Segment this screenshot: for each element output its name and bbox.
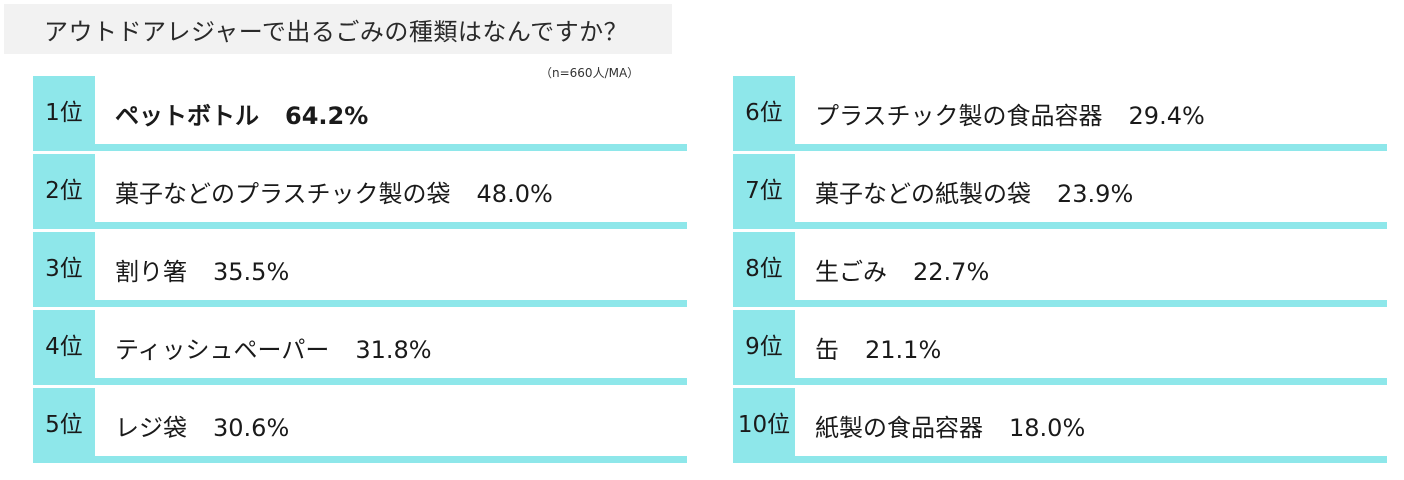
rank-label: 4位 <box>33 310 95 378</box>
item-label: 菓子などのプラスチック製の袋 <box>115 180 451 208</box>
item-label: 缶 <box>815 336 839 364</box>
row-underline <box>33 222 687 229</box>
item-text: 生ごみ 22.7% <box>815 252 989 287</box>
item-percentage: 29.4% <box>1128 102 1205 130</box>
item-percentage: 64.2% <box>285 102 369 130</box>
rank-label: 2位 <box>33 154 95 222</box>
ranking-column-left: 1位 ペットボトル 64.2% 2位 菓子などのプラスチック製の袋 48.0% 3位 割り箸 3… <box>33 76 687 466</box>
item-percentage: 35.5% <box>213 258 290 286</box>
question-title: アウトドアレジャーで出るごみの種類はなんですか？ <box>44 17 629 46</box>
item-percentage: 23.9% <box>1057 180 1134 208</box>
ranking-row: 10位 紙製の食品容器 18.0% <box>733 388 1387 466</box>
row-underline <box>733 300 1387 307</box>
rank-label: 1位 <box>33 76 95 144</box>
item-percentage: 48.0% <box>476 180 553 208</box>
item-label: 紙製の食品容器 <box>815 414 983 442</box>
rank-label: 9位 <box>733 310 795 378</box>
rank-label: 10位 <box>733 388 795 456</box>
item-label: ティッシュペーパー <box>115 336 330 364</box>
ranking-row: 7位 菓子などの紙製の袋 23.9% <box>733 154 1387 232</box>
item-percentage: 30.6% <box>213 414 290 442</box>
rank-label: 3位 <box>33 232 95 300</box>
sample-size-note: （n=660人/MA） <box>540 66 640 80</box>
rank-label: 6位 <box>733 76 795 144</box>
item-percentage: 31.8% <box>355 336 432 364</box>
rank-label: 8位 <box>733 232 795 300</box>
item-text: ティッシュペーパー 31.8% <box>115 330 432 365</box>
ranking-row: 2位 菓子などのプラスチック製の袋 48.0% <box>33 154 687 232</box>
item-label: ペットボトル <box>115 102 259 130</box>
item-percentage: 22.7% <box>913 258 990 286</box>
item-text: 菓子などの紙製の袋 23.9% <box>815 174 1133 209</box>
row-underline <box>33 456 687 463</box>
rank-label: 7位 <box>733 154 795 222</box>
item-percentage: 21.1% <box>865 336 942 364</box>
item-text: 缶 21.1% <box>815 330 941 365</box>
row-underline <box>33 300 687 307</box>
item-text: 紙製の食品容器 18.0% <box>815 408 1085 443</box>
ranking-row: 8位 生ごみ 22.7% <box>733 232 1387 310</box>
row-underline <box>733 378 1387 385</box>
rank-label: 5位 <box>33 388 95 456</box>
ranking-column-right: 6位 プラスチック製の食品容器 29.4% 7位 菓子などの紙製の袋 23.9% 8位 生ごみ… <box>733 76 1387 466</box>
item-text: ペットボトル 64.2% <box>115 96 368 131</box>
item-percentage: 18.0% <box>1009 414 1086 442</box>
row-underline <box>33 144 687 151</box>
row-underline <box>733 456 1387 463</box>
item-label: プラスチック製の食品容器 <box>815 102 1103 130</box>
ranking-row: 3位 割り箸 35.5% <box>33 232 687 310</box>
row-underline <box>33 378 687 385</box>
item-text: 菓子などのプラスチック製の袋 48.0% <box>115 174 553 209</box>
ranking-row: 1位 ペットボトル 64.2% <box>33 76 687 154</box>
ranking-row: 5位 レジ袋 30.6% <box>33 388 687 466</box>
item-text: レジ袋 30.6% <box>115 408 289 443</box>
item-label: レジ袋 <box>115 414 187 442</box>
ranking-row: 9位缶 21.1% <box>733 310 1387 388</box>
question-title-box: アウトドアレジャーで出るごみの種類はなんですか？ <box>4 4 672 54</box>
item-label: 菓子などの紙製の袋 <box>815 180 1031 208</box>
row-underline <box>733 144 1387 151</box>
item-label: 生ごみ <box>815 258 887 286</box>
item-label: 割り箸 <box>115 258 187 286</box>
item-text: プラスチック製の食品容器 29.4% <box>815 96 1205 131</box>
item-text: 割り箸 35.5% <box>115 252 289 287</box>
row-underline <box>733 222 1387 229</box>
ranking-row: 6位 プラスチック製の食品容器 29.4% <box>733 76 1387 154</box>
ranking-row: 4位 ティッシュペーパー 31.8% <box>33 310 687 388</box>
